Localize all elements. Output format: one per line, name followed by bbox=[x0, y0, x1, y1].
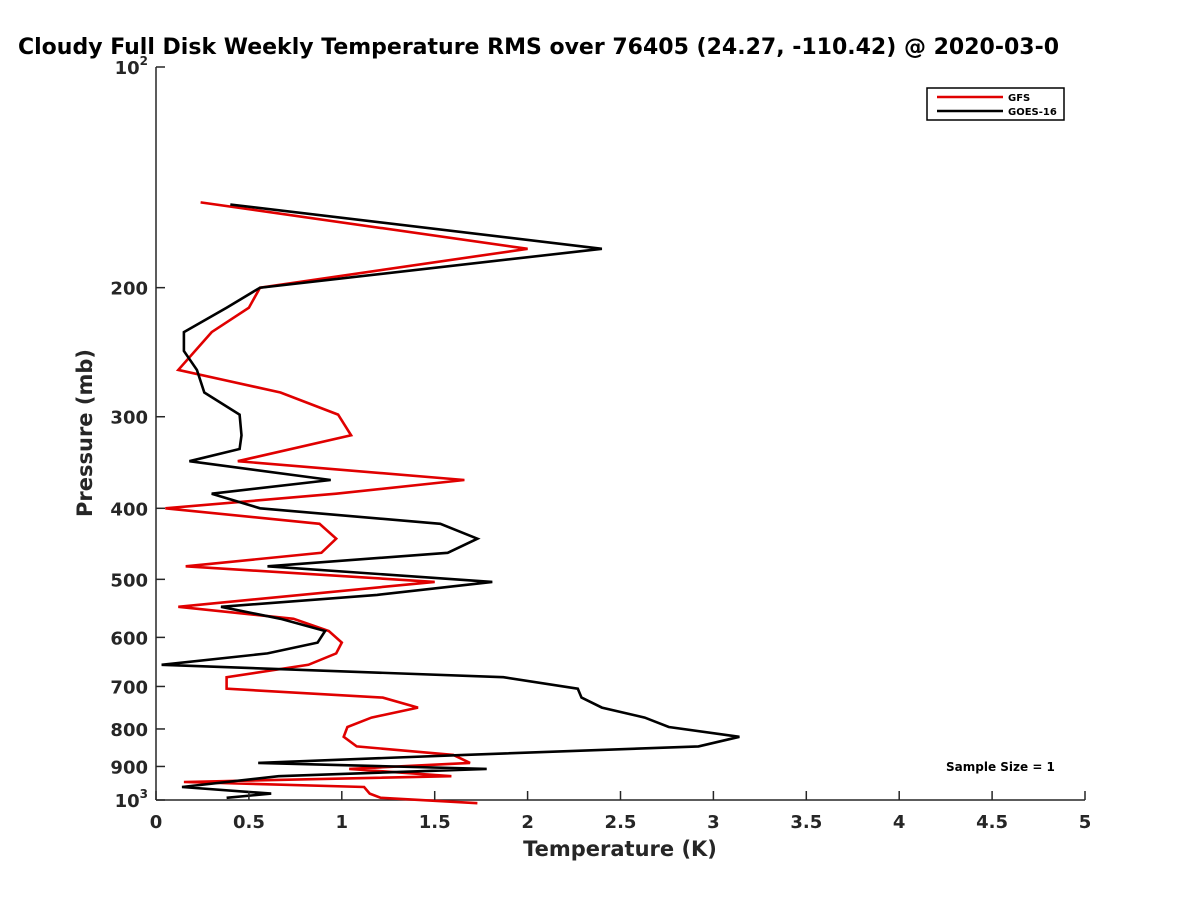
x-tick-label: 1.5 bbox=[419, 812, 451, 833]
x-axis-label: Temperature (K) bbox=[523, 837, 717, 861]
legend: GFS GOES-16 bbox=[926, 87, 1065, 121]
y-tick-label: 102 bbox=[115, 54, 148, 79]
sample-size-annotation: Sample Size = 1 bbox=[946, 760, 1055, 774]
x-tick-label: 3.5 bbox=[790, 812, 822, 833]
y-tick-label: 700 bbox=[110, 677, 148, 698]
series-line-gfs bbox=[165, 201, 528, 805]
x-tick-label: 5 bbox=[1079, 812, 1092, 833]
x-tick-label: 2.5 bbox=[605, 812, 637, 833]
y-tick-label: 500 bbox=[110, 570, 148, 591]
x-tick-label: 4.5 bbox=[976, 812, 1008, 833]
axes-frame bbox=[155, 67, 1085, 801]
y-tick-label: 400 bbox=[110, 499, 148, 520]
y-axis-label: Pressure (mb) bbox=[73, 349, 97, 517]
series-line-goes-16 bbox=[161, 203, 740, 800]
y-tick-label: 900 bbox=[110, 757, 148, 778]
y-tick-label: 103 bbox=[115, 787, 148, 812]
y-axis: 102 200 300 400 500 600 700 800 900 103 bbox=[110, 54, 165, 812]
x-tick-label: 4 bbox=[893, 812, 906, 833]
x-tick-label: 0 bbox=[150, 812, 163, 833]
legend-label-gfs: GFS bbox=[1008, 93, 1030, 104]
x-axis: 0 0.5 1 1.5 2 2.5 3 3.5 4 4.5 5 bbox=[150, 791, 1092, 833]
x-tick-label: 3 bbox=[707, 812, 720, 833]
series-layer bbox=[161, 201, 740, 805]
y-tick-label: 200 bbox=[110, 279, 148, 300]
chart-title: Cloudy Full Disk Weekly Temperature RMS … bbox=[18, 35, 1059, 60]
x-tick-label: 1 bbox=[336, 812, 349, 833]
y-tick-label: 300 bbox=[110, 408, 148, 429]
x-tick-label: 0.5 bbox=[233, 812, 265, 833]
y-tick-label: 600 bbox=[110, 628, 148, 649]
legend-label-goes-16: GOES-16 bbox=[1008, 107, 1057, 118]
y-tick-label: 800 bbox=[110, 720, 148, 741]
x-tick-label: 2 bbox=[521, 812, 534, 833]
legend-box bbox=[926, 87, 1065, 121]
